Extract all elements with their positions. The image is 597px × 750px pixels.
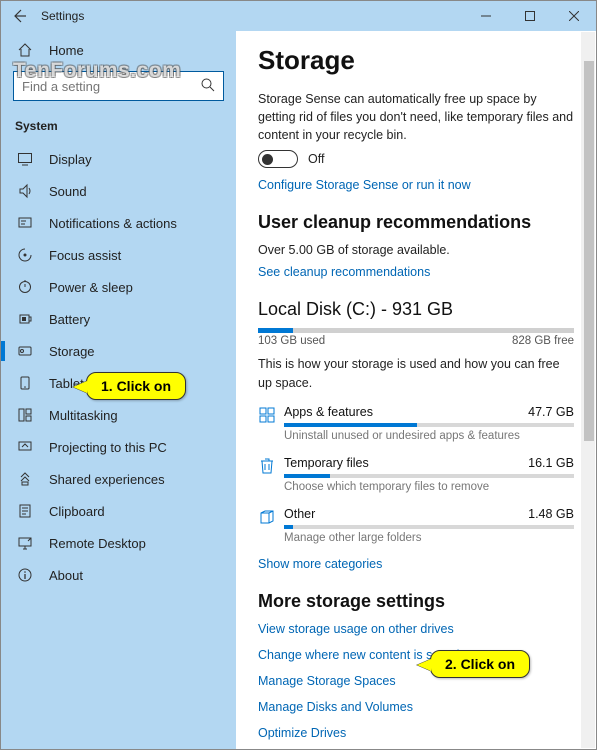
search-input[interactable] [13, 71, 224, 101]
category-icon [258, 507, 284, 526]
nav-icon [15, 343, 35, 359]
nav-icon [15, 375, 35, 391]
recs-heading: User cleanup recommendations [258, 212, 574, 233]
window-controls [464, 1, 596, 31]
storage-category[interactable]: Apps & features 47.7 GB Uninstall unused o… [258, 398, 574, 449]
storage-sense-toggle[interactable]: Off [258, 150, 574, 168]
category-size: 16.1 GB [528, 456, 574, 470]
home-icon [15, 42, 35, 58]
sidebar-item-storage[interactable]: Storage [1, 335, 236, 367]
sidebar-item-display[interactable]: Display [1, 143, 236, 175]
minimize-button[interactable] [464, 1, 508, 31]
more-storage-link[interactable]: Manage Storage Spaces [258, 674, 574, 688]
nav-label: Shared experiences [49, 472, 165, 487]
arrow-left-icon [11, 8, 27, 24]
category-size: 1.48 GB [528, 507, 574, 521]
show-more-categories[interactable]: Show more categories [258, 557, 574, 571]
nav-icon [15, 183, 35, 199]
nav-icon [15, 471, 35, 487]
scrollbar-thumb[interactable] [584, 61, 594, 441]
nav-label: Sound [49, 184, 87, 199]
nav-icon [15, 247, 35, 263]
sidebar-item-multitasking[interactable]: Multitasking [1, 399, 236, 431]
toggle-track [258, 150, 298, 168]
category-name: Apps & features [284, 405, 373, 419]
toggle-label: Off [308, 152, 324, 166]
more-heading: More storage settings [258, 591, 574, 612]
nav-label: Storage [49, 344, 95, 359]
disk-free-label: 828 GB free [512, 335, 574, 347]
disk-desc: This is how your storage is used and how… [258, 355, 574, 391]
maximize-button[interactable] [508, 1, 552, 31]
nav-label: Focus assist [49, 248, 121, 263]
page-title: Storage [258, 45, 574, 76]
more-storage-link[interactable]: Manage Disks and Volumes [258, 700, 574, 714]
close-button[interactable] [552, 1, 596, 31]
category-bar [284, 525, 574, 529]
recs-sub: Over 5.00 GB of storage available. [258, 243, 574, 257]
disk-usage-bar [258, 328, 574, 333]
sidebar-item-about[interactable]: About [1, 559, 236, 591]
sidebar-home[interactable]: Home [1, 35, 236, 65]
category-size: 47.7 GB [528, 405, 574, 419]
nav-icon [15, 407, 35, 423]
nav-icon [15, 279, 35, 295]
sidebar-item-sound[interactable]: Sound [1, 175, 236, 207]
search-icon [200, 77, 216, 93]
storage-category[interactable]: Temporary files 16.1 GB Choose which tempo… [258, 449, 574, 500]
nav-icon [15, 215, 35, 231]
sidebar-section-label: System [1, 111, 236, 143]
nav-icon [15, 567, 35, 583]
category-bar [284, 423, 574, 427]
recs-link[interactable]: See cleanup recommendations [258, 265, 574, 279]
settings-window: Settings Home System [0, 0, 597, 750]
sidebar-nav: Display Sound Notifications & actions Focus… [1, 143, 236, 749]
nav-label: Projecting to this PC [49, 440, 167, 455]
more-storage-link[interactable]: View storage usage on other drives [258, 622, 574, 636]
nav-icon [15, 503, 35, 519]
nav-label: Remote Desktop [49, 536, 146, 551]
sidebar-item-clipboard[interactable]: Clipboard [1, 495, 236, 527]
sidebar-home-label: Home [49, 43, 84, 58]
nav-icon [15, 535, 35, 551]
sidebar-item-power-sleep[interactable]: Power & sleep [1, 271, 236, 303]
category-hint: Uninstall unused or undesired apps & fea… [284, 430, 574, 442]
nav-label: Clipboard [49, 504, 105, 519]
nav-label: Multitasking [49, 408, 118, 423]
nav-icon [15, 439, 35, 455]
back-button[interactable] [1, 8, 37, 24]
callout-2: 2. Click on [430, 650, 530, 678]
sidebar-item-shared-experiences[interactable]: Shared experiences [1, 463, 236, 495]
titlebar: Settings [1, 1, 596, 31]
storage-sense-desc: Storage Sense can automatically free up … [258, 90, 574, 144]
sidebar-item-notifications-actions[interactable]: Notifications & actions [1, 207, 236, 239]
configure-sense-link[interactable]: Configure Storage Sense or run it now [258, 178, 574, 192]
disk-used-label: 103 GB used [258, 335, 325, 347]
category-hint: Choose which temporary files to remove [284, 481, 574, 493]
nav-label: About [49, 568, 83, 583]
nav-label: Battery [49, 312, 90, 327]
category-name: Temporary files [284, 456, 369, 470]
sidebar-item-battery[interactable]: Battery [1, 303, 236, 335]
sidebar-item-projecting-to-this-pc[interactable]: Projecting to this PC [1, 431, 236, 463]
content-pane: Storage Storage Sense can automatically … [236, 31, 596, 749]
more-storage-link[interactable]: Optimize Drives [258, 726, 574, 740]
nav-label: Power & sleep [49, 280, 133, 295]
nav-label: Display [49, 152, 92, 167]
nav-label: Notifications & actions [49, 216, 177, 231]
category-name: Other [284, 507, 315, 521]
nav-icon [15, 311, 35, 327]
storage-category[interactable]: Other 1.48 GB Manage other large folders [258, 500, 574, 551]
category-bar [284, 474, 574, 478]
sidebar-item-remote-desktop[interactable]: Remote Desktop [1, 527, 236, 559]
nav-icon [15, 151, 35, 167]
callout-1: 1. Click on [86, 372, 186, 400]
disk-title: Local Disk (C:) - 931 GB [258, 299, 574, 320]
sidebar-item-focus-assist[interactable]: Focus assist [1, 239, 236, 271]
window-title: Settings [37, 9, 84, 23]
category-icon [258, 405, 284, 424]
category-hint: Manage other large folders [284, 532, 574, 544]
category-icon [258, 456, 284, 475]
